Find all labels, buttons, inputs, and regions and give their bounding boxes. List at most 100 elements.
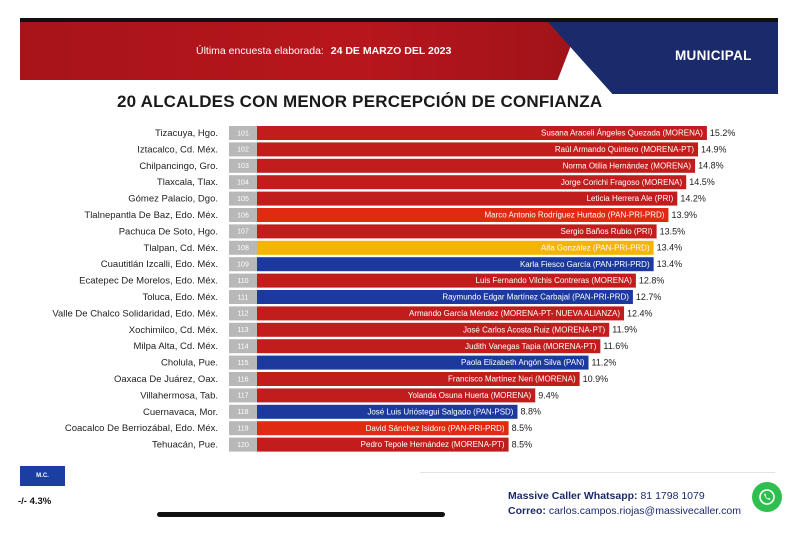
bar-chart: Tizacuya, Hgo. 101 Susana Araceli Ángeles … [52,126,735,452]
bar [257,355,589,370]
municipality-label: Chilpancingo, Gro. [139,161,218,172]
mayor-name-label: David Sánchez Isidoro (PAN-PRI-PRD) [366,424,505,433]
rank-label: 102 [237,147,249,154]
value-label: 11.6% [603,341,628,351]
municipality-label: Milpa Alta, Cd. Méx. [134,341,218,352]
rank-label: 108 [237,245,249,252]
mayor-name-label: José Carlos Acosta Ruiz (MORENA-PT) [463,325,606,334]
rank-cell [229,306,257,321]
mayor-name-label: Marco Antonio Rodríguez Hurtado (PAN-PRI… [485,211,665,220]
bar [257,224,657,239]
scroll-indicator[interactable] [157,512,445,517]
rank-cell [229,290,257,304]
email-address[interactable]: carlos.campos.riojas@massivecaller.com [548,505,741,517]
header-banner [20,22,580,80]
mayor-name-label: José Luis Urióstegui Salgado (PAN-PSD) [367,407,513,416]
value-label: 9.4% [538,390,559,400]
rank-label: 103 [237,163,249,170]
bar [257,273,636,288]
municipality-label: Tlalnepantla De Baz, Edo. Méx. [84,210,218,221]
municipality-label: Tlalpan, Cd. Méx. [144,243,218,254]
mayor-name-label: Raymundo Edgar Martínez Carbajal (PAN-PR… [442,293,629,302]
value-label: 14.8% [698,161,724,171]
rank-cell [229,126,257,140]
rank-cell [229,240,257,255]
rank-label: 110 [237,278,248,285]
bar [257,437,509,452]
rank-cell [229,355,257,370]
rank-label: 112 [237,311,248,318]
bar [257,175,687,190]
rank-cell [229,404,257,419]
municipality-label: Iztacalco, Cd. Méx. [137,144,218,155]
bar [257,191,678,206]
bar [257,208,669,222]
value-label: 14.2% [680,193,706,203]
rank-label: 115 [237,360,248,367]
rank-cell [229,175,257,190]
mayor-name-label: Francisco Martínez Neri (MORENA) [448,375,576,384]
bar [257,388,536,403]
mayor-name-label: Leticia Herrera Ale (PRI) [587,194,674,203]
rank-label: 111 [238,294,249,301]
mc-value: -/- 4.3% [18,496,52,507]
municipality-label: Pachuca De Soto, Hgo. [119,226,218,237]
value-label: 13.9% [671,210,697,220]
mayor-name-label: Alfa González (PAN-PRI-PRD) [541,243,650,252]
top-border [20,18,778,22]
rank-cell [229,158,257,173]
whatsapp-icon[interactable] [752,482,782,512]
bar [257,421,509,436]
rank-label: 104 [237,180,249,187]
rank-cell [229,257,257,272]
municipality-label: Coacalco De Berriozábal, Edo. Méx. [65,423,218,434]
rank-cell [229,372,257,386]
mayor-name-label: Sergio Baños Rubio (PRI) [561,227,653,236]
rank-cell [229,322,257,337]
bar [257,290,633,304]
value-label: 13.4% [657,243,683,253]
rank-cell [229,273,257,288]
rank-cell [229,339,257,354]
rank-cell [229,388,257,403]
value-label: 10.9% [583,374,609,384]
municipality-label: Oaxaca De Juárez, Oax. [114,374,218,385]
whatsapp-number: 81 1798 1079 [640,490,705,502]
mayor-name-label: Pedro Tepole Hernández (MORENA-PT) [361,440,505,449]
bar [257,142,699,157]
value-label: 12.8% [639,275,665,285]
mc-badge: M.C. [20,466,65,486]
rank-label: 101 [237,130,249,137]
value-label: 14.5% [689,177,715,187]
rank-label: 117 [237,393,248,400]
value-label: 8.8% [520,407,541,417]
municipality-label: Ecatepec De Morelos, Edo. Méx. [79,276,218,287]
rank-cell [229,191,257,206]
value-label: 8.5% [512,439,533,449]
bar [257,306,625,321]
rank-cell [229,208,257,222]
mayor-name-label: Armando García Méndez (MORENA-PT- NUEVA … [409,309,620,318]
rank-cell [229,224,257,239]
rank-label: 114 [237,344,248,351]
bar [257,240,654,255]
survey-date: 24 DE MARZO DEL 2023 [330,45,452,57]
mayor-name-label: Yolanda Osuna Huerta (MORENA) [408,391,532,400]
rank-label: 107 [237,229,249,236]
bottom-band [0,528,798,540]
rank-cell [229,142,257,157]
email-label: Correo: [508,505,546,517]
municipality-label: Valle De Chalco Solidaridad, Edo. Méx. [52,308,218,319]
bar [257,158,696,173]
municipality-label: Cholula, Pue. [161,358,218,369]
whatsapp-label: Massive Caller Whatsapp: [508,490,638,502]
rank-label: 118 [237,409,248,416]
mayor-name-label: Raúl Armando Quintero (MORENA-PT) [555,145,694,154]
rank-cell [229,437,257,452]
value-label: 8.5% [512,423,533,433]
phone-glyph-icon [759,489,775,505]
rank-label: 120 [237,442,249,449]
municipality-label: Cuautitlán Izcalli, Edo. Méx. [101,259,218,270]
footer-email: Correo: carlos.campos.riojas@massivecall… [508,505,741,517]
bar [257,339,601,354]
